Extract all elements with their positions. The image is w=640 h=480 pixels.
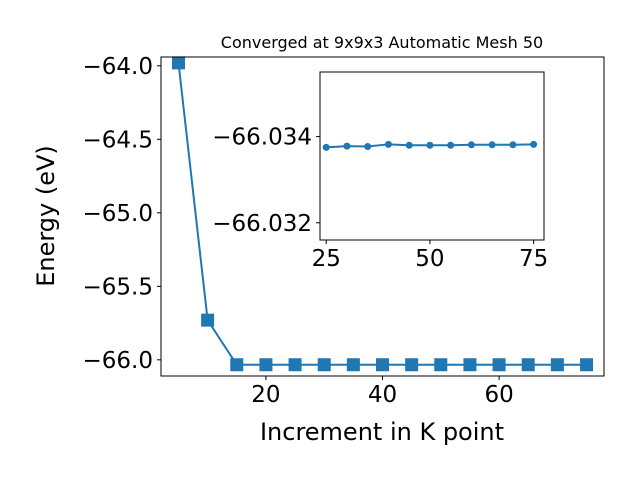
main-data-point: [405, 358, 419, 372]
inset-data-point: [509, 141, 517, 149]
main-y-tick-label: −65.0: [83, 201, 153, 227]
main-data-point: [201, 313, 215, 327]
inset-y-tick-label: −66.032: [212, 211, 312, 237]
inset-ticks: 25 50 75 −66.034 −66.032: [212, 125, 548, 272]
inset-data-point: [467, 141, 475, 149]
inset-data-point: [426, 141, 434, 149]
main-series: [171, 56, 594, 372]
main-data-point: [259, 358, 273, 372]
inset-y-tick-label: −66.034: [212, 125, 312, 151]
main-chart: Converged at 9x9x3 Automatic Mesh 50 Inc…: [32, 33, 605, 446]
main-data-point: [288, 358, 302, 372]
main-plot-frame: [160, 56, 605, 377]
inset-x-tick-label: 75: [519, 246, 548, 272]
main-data-point: [492, 358, 506, 372]
main-data-point: [376, 358, 389, 372]
main-data-point: [463, 358, 477, 372]
x-axis-label: Increment in K point: [260, 418, 504, 446]
main-y-tick-label: −65.5: [83, 274, 153, 300]
inset-data-point: [405, 141, 413, 149]
inset-x-tick-label: 25: [312, 246, 341, 272]
main-y-tick-label: −66.0: [83, 348, 153, 374]
y-axis-label: Energy (eV): [32, 145, 60, 287]
main-data-point: [434, 358, 448, 372]
inset-data-point: [384, 140, 392, 148]
inset-plot-frame: [319, 71, 545, 241]
inset-series: [322, 140, 538, 151]
main-x-tick-label: 40: [368, 382, 397, 408]
main-ticks: 20 40 60 −64.0 −64.5 −65.0 −65.5 −66.0: [83, 54, 514, 408]
main-y-tick-label: −64.5: [83, 127, 153, 153]
main-x-tick-label: 20: [251, 382, 280, 408]
inset-data-point: [364, 143, 372, 151]
inset-data-point: [488, 141, 496, 149]
main-data-point: [346, 358, 360, 372]
inset-data-point: [530, 140, 538, 148]
main-data-point: [230, 358, 244, 372]
inset-plot-background: [320, 72, 544, 240]
main-data-point: [521, 358, 535, 372]
main-data-point: [550, 358, 564, 372]
main-x-tick-label: 60: [484, 382, 513, 408]
inset-data-point: [447, 141, 455, 149]
main-y-tick-label: −64.0: [83, 54, 153, 80]
main-data-point: [171, 56, 185, 70]
chart-title: Converged at 9x9x3 Automatic Mesh 50: [221, 33, 543, 52]
inset-data-point: [343, 142, 351, 150]
inset-data-point: [322, 143, 330, 151]
inset-x-tick-label: 50: [415, 246, 444, 272]
main-data-point: [317, 358, 331, 372]
inset-chart: 25 50 75 −66.034 −66.032: [212, 71, 548, 272]
main-data-point: [580, 358, 594, 372]
